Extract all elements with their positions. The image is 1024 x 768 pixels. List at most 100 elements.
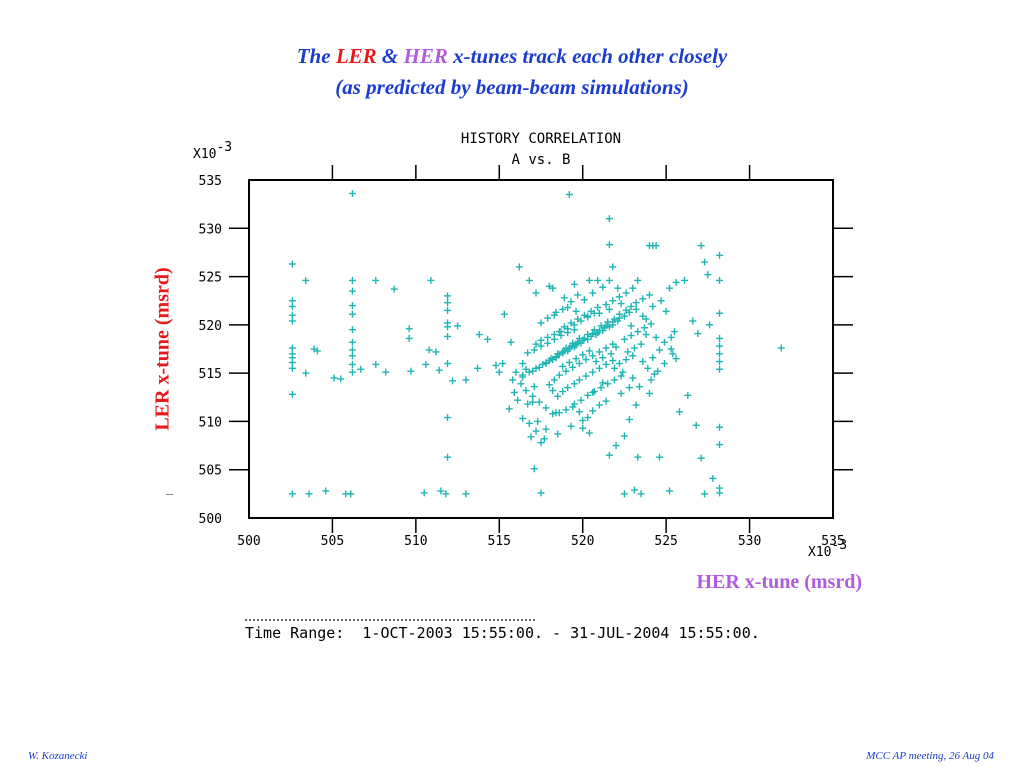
data-point	[589, 289, 597, 297]
data-point	[716, 441, 724, 449]
data-point	[549, 387, 557, 395]
data-point	[706, 321, 714, 329]
data-point	[619, 368, 627, 376]
minor-dash	[166, 494, 173, 495]
data-point	[642, 331, 650, 339]
x-tick-label: 515	[488, 534, 511, 549]
data-point	[716, 276, 724, 284]
data-point	[532, 427, 540, 435]
data-point	[437, 487, 445, 495]
data-point	[594, 303, 602, 311]
data-point	[530, 346, 538, 354]
data-point	[435, 366, 443, 374]
data-point	[444, 299, 452, 307]
data-point	[580, 296, 588, 304]
data-point	[492, 361, 500, 369]
data-point	[594, 276, 602, 284]
data-point	[624, 348, 632, 356]
data-point	[565, 344, 573, 352]
data-point	[592, 358, 600, 366]
data-point	[660, 338, 668, 346]
data-point	[704, 271, 712, 279]
data-point	[609, 318, 617, 326]
data-point	[597, 384, 605, 392]
data-point	[716, 342, 724, 350]
data-point	[579, 351, 587, 359]
data-point	[627, 322, 635, 330]
data-point	[716, 309, 724, 317]
data-point	[532, 364, 540, 372]
data-point	[444, 332, 452, 340]
data-point	[539, 360, 547, 368]
data-point	[615, 314, 623, 322]
data-point	[444, 414, 452, 422]
data-point	[657, 297, 665, 305]
data-point	[500, 310, 508, 318]
data-point	[559, 362, 567, 370]
data-point	[632, 305, 640, 313]
data-point	[670, 328, 678, 336]
data-point	[716, 334, 724, 342]
data-point	[557, 331, 565, 339]
data-point	[625, 415, 633, 423]
data-point	[348, 338, 356, 346]
data-point	[537, 342, 545, 350]
data-point	[567, 298, 575, 306]
data-point	[575, 359, 583, 367]
data-point	[474, 364, 482, 372]
chart-frame-layer	[229, 165, 853, 533]
title-ler: LER	[335, 44, 377, 68]
data-point	[630, 344, 638, 352]
data-point	[549, 284, 557, 292]
chart-points-layer	[288, 190, 785, 498]
data-point	[550, 335, 558, 343]
data-point	[692, 421, 700, 429]
data-point	[537, 319, 545, 327]
data-point	[625, 384, 633, 392]
data-point	[288, 303, 296, 311]
data-point	[632, 299, 640, 307]
data-point	[630, 486, 638, 494]
data-point	[605, 276, 613, 284]
data-point	[444, 292, 452, 300]
data-point	[620, 490, 628, 498]
y-tick-label: 505	[199, 464, 222, 479]
data-point	[565, 190, 573, 198]
data-point	[590, 387, 598, 395]
data-point	[639, 358, 647, 366]
data-point	[582, 372, 590, 380]
data-point	[617, 389, 625, 397]
data-point	[655, 453, 663, 461]
data-point	[607, 350, 615, 358]
y-tick-label: 520	[199, 319, 222, 334]
data-point	[680, 276, 688, 284]
data-point	[555, 371, 563, 379]
data-point	[462, 490, 470, 498]
data-point	[567, 422, 575, 430]
data-point	[559, 305, 567, 313]
x-tick-label: 535	[821, 534, 844, 549]
data-point	[527, 433, 535, 441]
plot-frame	[248, 179, 834, 519]
data-point	[348, 302, 356, 310]
data-point	[602, 344, 610, 352]
data-point	[585, 276, 593, 284]
data-point	[525, 276, 533, 284]
data-point	[644, 364, 652, 372]
data-point	[716, 350, 724, 358]
data-point	[552, 353, 560, 361]
data-point	[634, 276, 642, 284]
data-point	[530, 383, 538, 391]
data-point	[579, 336, 587, 344]
data-point	[348, 352, 356, 360]
data-point	[422, 360, 430, 368]
data-point	[592, 331, 600, 339]
data-point	[390, 285, 398, 293]
data-point	[602, 301, 610, 309]
data-point	[519, 371, 527, 379]
data-point	[615, 293, 623, 301]
footer-author: W. Kozanecki	[28, 750, 88, 762]
data-point	[645, 291, 653, 299]
data-point	[382, 368, 390, 376]
data-point	[582, 356, 590, 364]
